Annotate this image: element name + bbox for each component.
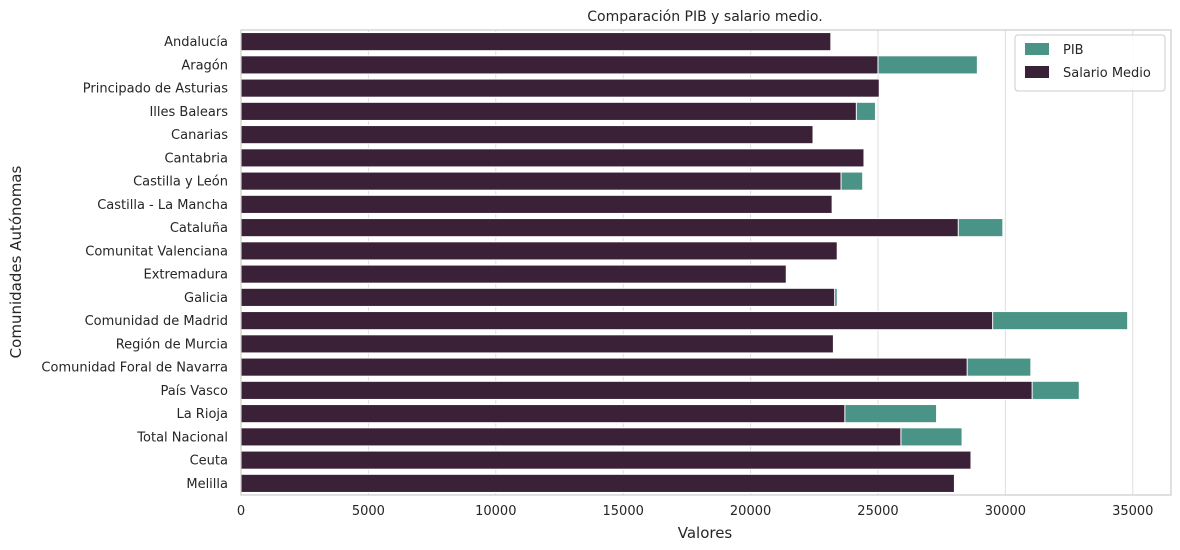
y-tick-label: Galicia [184,291,228,306]
bar-salario-medio-comunidad-foral-de-navarra [240,357,968,377]
legend-label-pib: PIB [1063,43,1084,58]
bar-salario-medio-ceuta [240,450,972,470]
x-tick-label: 0 [237,504,245,519]
x-tick-label: 10000 [475,504,516,519]
y-tick-label: Comunidad Foral de Navarra [41,361,228,376]
bar-salario-medio-canarias [240,125,814,145]
y-tick-labels: Andalucía Aragón Principado de Asturias Ill… [41,35,228,492]
bar-salario-medio-melilla [240,473,955,493]
bar-salario-medio-galicia [240,287,836,307]
bar-salario-medio-cantabria [240,148,865,168]
y-tick-label: País Vasco [161,384,229,399]
legend-label-salario-medio: Salario Medio [1063,66,1151,81]
x-tick-label: 35000 [1112,504,1153,519]
y-tick-label: Región de Murcia [116,337,228,352]
chart-title: Comparación PIB y salario medio. [587,9,822,25]
legend-swatch-pib [1025,43,1049,55]
pib-bars [240,32,1129,493]
bar-salario-medio-region-de-murcia [240,334,834,354]
y-tick-label: Ceuta [190,454,228,469]
x-tick-label: 5000 [352,504,385,519]
x-tick-label: 15000 [603,504,644,519]
legend[interactable]: PIB Salario Medio [1014,34,1166,92]
y-tick-label: Cantabria [164,151,228,166]
bar-salario-medio-total-nacional [240,427,902,447]
plot-frame [240,29,1172,496]
bar-salario-medio-principado-de-asturias [240,78,880,98]
bar-salario-medio-castilla-y-leon [240,171,842,191]
y-tick-label: Illes Balears [149,105,228,120]
bar-salario-medio-cataluna [240,218,959,238]
y-tick-label: Extremadura [144,268,229,283]
y-tick-label: Castilla y León [133,175,228,190]
y-tick-label: La Rioja [176,407,228,422]
bar-salario-medio-andalucia [240,32,832,52]
bar-salario-medio-extremadura [240,264,787,284]
x-tick-label: 30000 [985,504,1026,519]
y-tick-label: Melilla [186,477,228,492]
y-tick-label: Andalucía [164,35,228,50]
bar-salario-medio-comunitat-valenciana [240,241,838,261]
bar-salario-medio-aragon [240,55,879,75]
y-tick-label: Aragón [181,58,228,73]
y-tick-label: Comunitat Valenciana [85,244,228,259]
grid [240,30,1134,495]
bar-salario-medio-pais-vasco [240,380,1033,400]
salary-bars [240,32,1033,493]
x-tick-label: 20000 [730,504,771,519]
y-tick-label: Principado de Asturias [83,82,228,97]
y-axis-label: Comunidades Autónomas [7,166,25,359]
x-tick-labels: 0 5000 10000 15000 20000 25000 30000 35000 [237,504,1154,519]
y-tick-label: Total Nacional [136,430,228,445]
y-tick-label: Cataluña [170,221,228,236]
y-tick-label: Castilla - La Mancha [97,198,228,213]
legend-swatch-salario-medio [1025,66,1049,78]
x-tick-label: 25000 [857,504,898,519]
bar-salario-medio-illes-balears [240,101,857,121]
bar-salario-medio-la-rioja [240,404,846,424]
legend-frame [1014,34,1166,92]
bar-salario-medio-comunidad-de-madrid [240,311,994,331]
x-axis-label: Valores [678,524,733,542]
y-tick-label: Comunidad de Madrid [85,314,228,329]
y-tick-label: Canarias [171,128,228,143]
bar-salario-medio-castilla-la-mancha [240,194,833,214]
